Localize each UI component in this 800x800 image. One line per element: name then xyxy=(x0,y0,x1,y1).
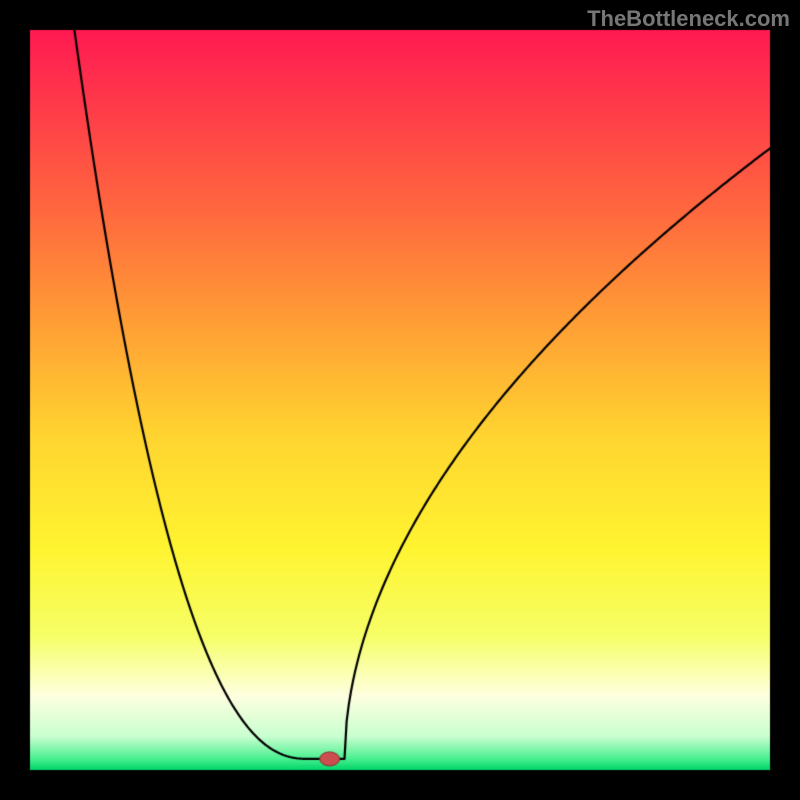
chart-container: TheBottleneck.com xyxy=(0,0,800,800)
bottleneck-chart-canvas xyxy=(0,0,800,800)
